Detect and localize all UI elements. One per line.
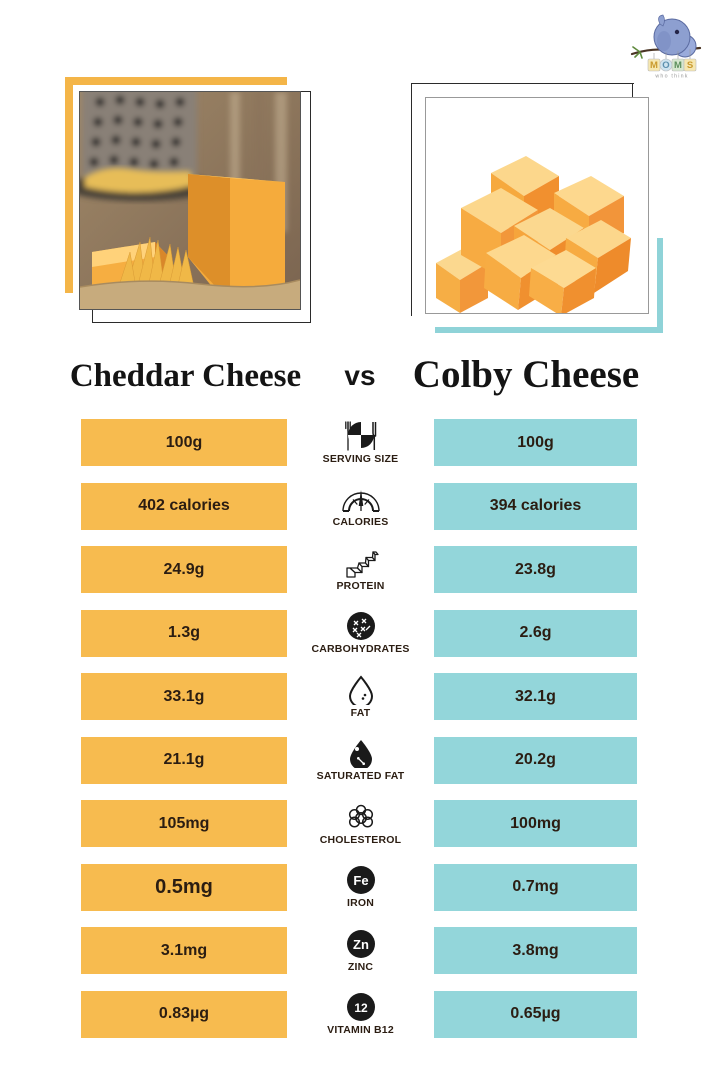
svg-text:S: S xyxy=(687,60,693,71)
svg-text:who think: who think xyxy=(655,74,688,80)
svg-text:M: M xyxy=(674,60,682,71)
svg-text:12: 12 xyxy=(354,1001,368,1015)
svg-text:M: M xyxy=(650,60,658,71)
svg-text:Fe: Fe xyxy=(353,873,368,888)
svg-text:O: O xyxy=(662,60,669,71)
svg-text:Zn: Zn xyxy=(353,937,369,952)
